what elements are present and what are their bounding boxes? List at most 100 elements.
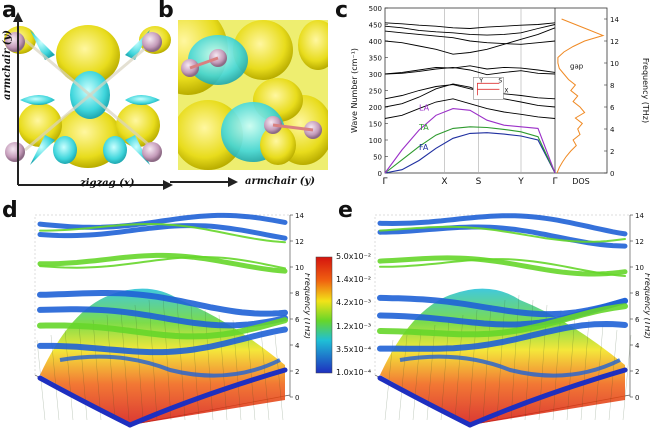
optical-branch-line <box>384 24 556 36</box>
colorbar-tick-label: 1.2x10⁻³ <box>336 321 372 331</box>
acoustic-band-tube <box>399 354 621 378</box>
z-tick-label: 2 <box>295 368 299 376</box>
acoustic-band-tube <box>127 367 288 428</box>
surface-mesh-line <box>384 339 394 421</box>
optical-band-highlight <box>39 256 286 270</box>
optical-band-tube <box>377 224 628 249</box>
optical-band-tube <box>37 326 288 356</box>
optical-band-highlight <box>379 258 626 277</box>
y-tick-label: 200 <box>369 104 382 112</box>
colorbar-tick-label: 1.0x10⁻⁴ <box>336 368 372 377</box>
acoustic-branch-ta <box>384 126 556 174</box>
panel-d-letter: d <box>2 198 18 223</box>
surface-mesh-line <box>510 294 520 421</box>
surface-mesh-line <box>232 319 242 421</box>
optical-branch-line <box>384 83 556 108</box>
surface-mesh-line <box>496 299 506 421</box>
y2-tick-label: 10 <box>610 60 619 68</box>
z-tick-label: 2 <box>635 368 639 376</box>
y-tick-label: 400 <box>369 38 382 46</box>
optical-branch-line <box>384 98 556 119</box>
surface-mesh-line <box>92 319 102 421</box>
y2-tick-label: 8 <box>610 82 614 90</box>
acoustic-band-tube <box>377 375 473 428</box>
kpath-tick-label: Γ <box>552 177 557 187</box>
ta-label: TA <box>418 123 429 132</box>
optical-band-tube <box>37 223 288 241</box>
colorbar-tick-label: 4.2x10⁻³ <box>336 298 372 308</box>
phonon-dispersion-chart: Γ X S Y Γ DOS050100150200250300350400450500Wa… <box>350 5 650 187</box>
kpath-tick-label: X <box>441 177 447 187</box>
optical-band-tube <box>377 213 628 237</box>
y-tick-label: 250 <box>369 88 382 96</box>
surface-mesh-line <box>468 309 478 421</box>
acoustic-branch-fa <box>384 132 556 174</box>
z-tick-label: 8 <box>635 290 639 298</box>
z-tick-label: 12 <box>295 238 304 246</box>
kpath-tick-label: Γ <box>382 177 387 187</box>
surface-mesh-line <box>50 334 60 421</box>
y2-tick-label: 4 <box>610 126 615 134</box>
optical-branch-line <box>384 30 556 45</box>
gap-label: gap <box>570 63 584 71</box>
y-tick-label: 300 <box>369 71 382 79</box>
optical-band-tube <box>37 212 288 230</box>
panel-a-orbital-image <box>4 12 173 190</box>
z-tick-label: 10 <box>635 264 644 272</box>
dos-curve <box>556 18 605 174</box>
bz-inset-path <box>476 82 500 96</box>
y2-axis-label: Frequency (THz) <box>641 58 650 123</box>
y-tick-label: 100 <box>369 137 382 145</box>
z-tick-label: 6 <box>635 316 640 324</box>
z-tick-label: 6 <box>295 316 300 324</box>
panel-b-orbital-image <box>178 20 328 170</box>
optical-band-tube <box>37 252 288 274</box>
optical-branch-line <box>384 22 556 29</box>
bz-label-x: X <box>504 87 508 94</box>
la-label: LA <box>419 103 430 112</box>
optical-band-tube <box>377 320 628 352</box>
y-tick-label: 0 <box>378 170 382 178</box>
z-tick-label: 8 <box>295 290 299 298</box>
acoustic-band-tube <box>467 367 628 428</box>
panel-a-letter: a <box>2 0 17 23</box>
z-tick-label: 12 <box>635 238 644 246</box>
optical-branch-line <box>384 84 556 100</box>
surface-mesh-line <box>274 334 284 421</box>
surface-mesh-line <box>622 334 632 421</box>
z-axis-label: Frequency (THz) <box>303 273 310 339</box>
kpath-tick-label: S <box>476 177 482 187</box>
surface-mesh-line <box>106 314 116 421</box>
optical-band-highlight <box>379 225 626 243</box>
z-tick-label: 14 <box>635 212 644 220</box>
optical-band-highlight <box>39 222 286 244</box>
acoustic-band-tube <box>59 354 281 378</box>
acoustic-branch-la <box>384 108 556 174</box>
kpath-tick-label: Y <box>517 177 524 187</box>
panel-c-letter: c <box>335 0 349 23</box>
panel-b-letter: b <box>158 0 174 23</box>
y-tick-label: 50 <box>373 154 382 162</box>
panel-b-axis-arrow <box>170 177 238 187</box>
y2-tick-label: 0 <box>610 170 614 178</box>
colorbar-gradient <box>315 256 333 374</box>
panel-a-x-axis-label: zigzag (x) <box>80 178 135 189</box>
y2-tick-label: 14 <box>610 16 619 24</box>
y-tick-label: 450 <box>369 22 382 30</box>
bz-label-y: Y <box>478 77 483 84</box>
colorbar-tick-label: 3.5x10⁻⁴ <box>336 344 372 354</box>
panel-b-x-axis-label: armchair (y) <box>245 176 315 187</box>
z-tick-label: 4 <box>635 342 640 350</box>
bz-inset-box <box>473 77 504 100</box>
z-tick-label: 4 <box>295 342 300 350</box>
z-tick-label: 14 <box>295 212 304 220</box>
dos-label: DOS <box>572 177 590 186</box>
surface-mesh-line <box>204 309 214 421</box>
surface-mesh-line <box>580 319 590 421</box>
optical-band-tube <box>37 317 288 340</box>
optical-branch-line <box>384 66 556 76</box>
optical-band-tube <box>377 255 628 277</box>
y-axis-label: Wave Number (cm⁻¹) <box>350 48 359 133</box>
y2-tick-label: 6 <box>610 104 615 112</box>
panel-a-y-axis-label: armchair (y) <box>2 30 13 100</box>
